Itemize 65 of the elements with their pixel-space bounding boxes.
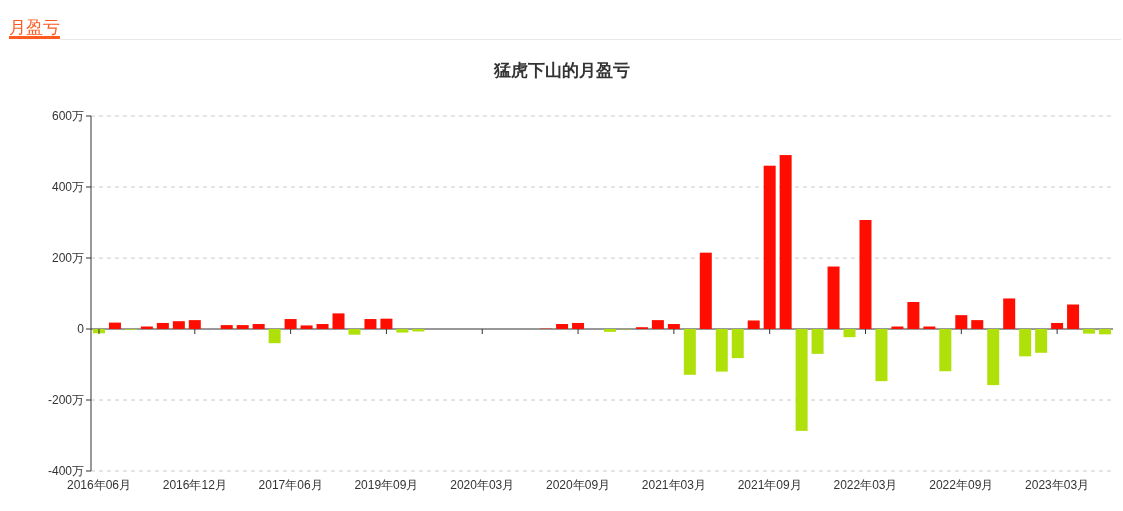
bar <box>252 324 265 329</box>
x-tick-label: 2022年03月 <box>833 478 898 492</box>
y-tick-label: 400万 <box>51 180 84 194</box>
bar <box>108 322 121 329</box>
bar <box>763 165 776 329</box>
bar <box>827 266 840 329</box>
bar <box>667 324 680 329</box>
bar <box>572 322 585 329</box>
x-tick-label: 2022年09月 <box>929 478 994 492</box>
text: 月盈亏 <box>9 18 60 37</box>
x-tick-label: 2021年09月 <box>737 478 802 492</box>
bar <box>907 302 920 329</box>
bar <box>300 325 313 329</box>
bar <box>811 329 824 354</box>
bar <box>1035 329 1048 353</box>
bar <box>316 324 329 329</box>
y-tick-label: 600万 <box>51 109 84 123</box>
x-tick-label: 2016年12月 <box>162 478 227 492</box>
bar <box>556 324 569 329</box>
bar <box>1067 304 1080 329</box>
bar <box>747 320 760 329</box>
bar <box>875 329 888 382</box>
bar <box>731 329 744 359</box>
bar <box>284 319 297 329</box>
y-tick-label: -400万 <box>47 464 84 478</box>
bar <box>683 329 696 375</box>
bar <box>603 329 616 332</box>
bar <box>779 155 792 329</box>
bar <box>156 322 169 329</box>
bar <box>939 329 952 372</box>
bar <box>859 220 872 329</box>
chart-title: 猛虎下山的月盈亏 <box>492 61 630 80</box>
y-tick-label: -200万 <box>47 393 84 407</box>
bar <box>843 329 856 338</box>
bar <box>715 329 728 372</box>
y-tick-label: 200万 <box>51 251 84 265</box>
bar <box>268 329 281 344</box>
bar <box>955 315 968 329</box>
bar <box>651 320 664 329</box>
bar <box>396 329 409 333</box>
bar <box>1003 298 1016 329</box>
bar <box>364 319 377 329</box>
bar <box>172 321 185 329</box>
bar <box>795 329 808 431</box>
x-tick-label: 2021年03月 <box>641 478 706 492</box>
bar <box>1083 329 1096 334</box>
y-tick-label: 0 <box>77 322 85 336</box>
bar <box>971 320 984 329</box>
bar <box>236 325 249 329</box>
bar <box>987 329 1000 386</box>
bar <box>380 318 393 329</box>
bar <box>332 313 345 329</box>
x-tick-label: 2016年06月 <box>66 478 132 492</box>
x-tick-label: 2019年09月 <box>354 478 419 492</box>
bar <box>188 320 201 329</box>
x-tick-label: 2020年03月 <box>450 478 515 492</box>
bar <box>1051 322 1064 329</box>
bar <box>220 325 233 329</box>
bar <box>348 329 361 335</box>
bar <box>1099 329 1112 335</box>
x-tick-label: 2023年03月 <box>1025 478 1090 492</box>
x-tick-label: 2017年06月 <box>258 478 323 492</box>
x-tick-label: 2020年09月 <box>546 478 611 492</box>
bar <box>699 252 712 329</box>
bar <box>1019 329 1032 357</box>
